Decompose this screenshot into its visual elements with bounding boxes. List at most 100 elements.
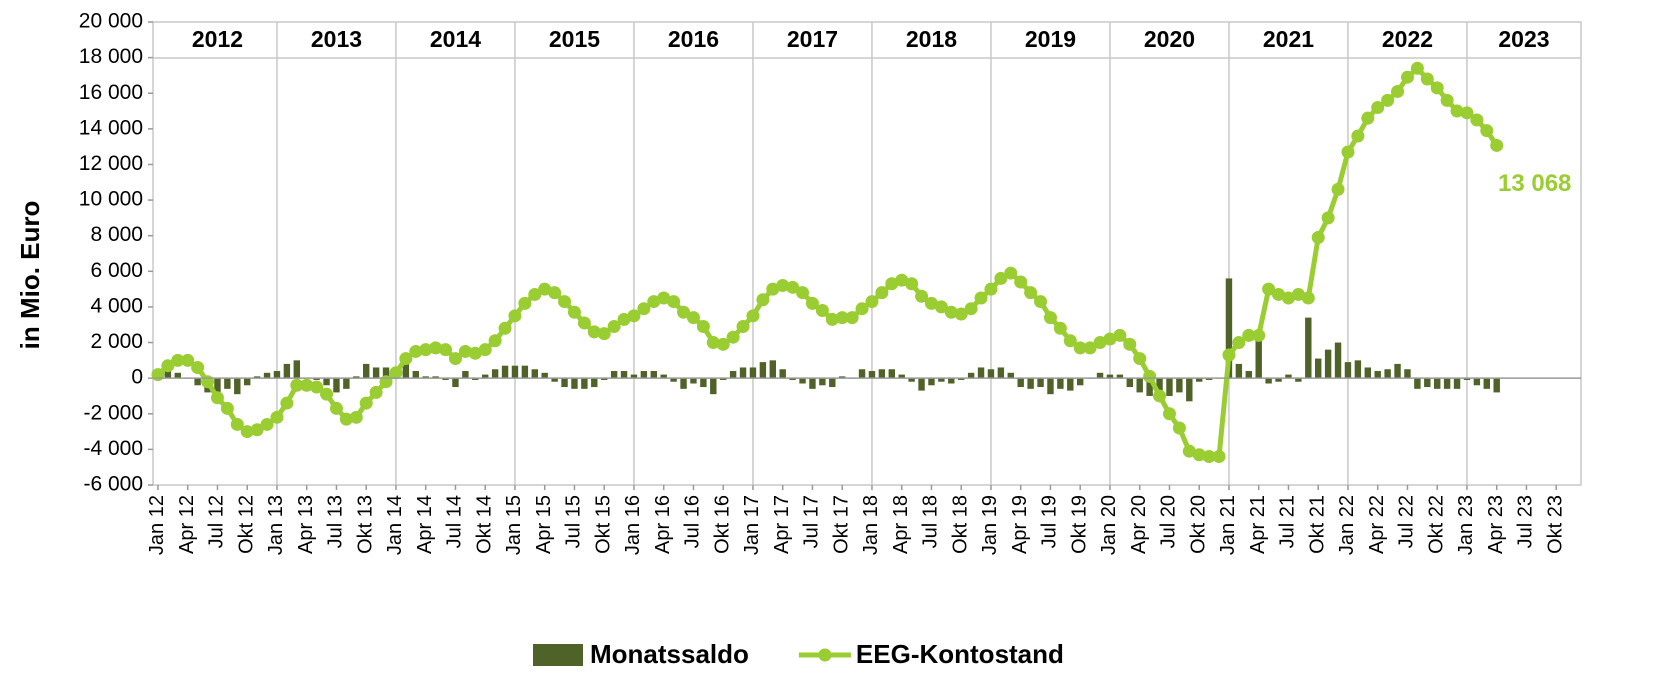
bar [720,378,727,380]
bar [402,363,410,379]
point [290,378,304,392]
x-tick-label: Okt 15 [592,495,614,554]
point [796,286,810,300]
x-tick-label: Okt 23 [1544,495,1566,554]
bar [729,371,737,379]
point [667,295,681,309]
point [845,311,859,325]
bar [1186,378,1193,402]
point [905,277,919,291]
x-tick-label: Jul 22 [1396,495,1418,548]
bar [1255,331,1262,379]
x-tick-label: Jul 18 [920,495,942,548]
x-tick-label: Jan 13 [265,495,287,555]
x-tick-label: Jan 17 [741,495,763,555]
point [756,293,770,307]
point [716,337,730,351]
x-tick-label: Jan 19 [979,495,1001,555]
bar [1077,378,1084,386]
point [825,312,839,326]
bar [1434,378,1441,389]
point [409,344,423,358]
x-tick-label: Okt 16 [711,495,733,554]
y-tick-label: -2 000 [83,401,143,424]
point [766,282,780,296]
bar [809,378,816,389]
line [156,65,1499,460]
bar [779,369,786,379]
point [151,368,165,382]
legend-label: EEG-Kontostand [856,639,1064,669]
point [191,360,205,374]
point [478,343,492,357]
point [280,396,294,410]
bar [1196,378,1203,382]
bar [1037,378,1044,388]
point [974,291,988,305]
bar [214,378,221,395]
legend-marker [818,648,832,662]
bar [1483,378,1490,389]
x-tick-label: Apr 15 [533,495,555,554]
x-tick-label: Apr 17 [771,495,793,554]
point [1391,84,1405,98]
point [548,286,562,300]
bar [799,378,806,384]
y-tick-label: -6 000 [83,473,143,496]
bar [313,378,320,380]
bar [293,360,300,379]
point [637,302,651,316]
point [538,282,552,296]
bar [749,367,757,379]
point [349,410,363,424]
point [498,321,512,335]
point [1450,104,1464,118]
point [448,352,462,366]
point [1053,321,1067,335]
x-tick-label: Apr 19 [1009,495,1031,554]
bar [234,378,241,395]
value-label: 13 068 [1498,170,1571,197]
bar [977,367,985,379]
bar [491,369,499,379]
year-label: 2023 [1498,26,1549,52]
y-tick-label: 0 [131,366,143,389]
bar [1136,378,1143,393]
point [1034,295,1048,309]
bar [1047,378,1054,395]
point [468,346,482,360]
bar [789,378,796,380]
bar [224,378,231,389]
x-tick-label: Apr 22 [1366,495,1388,554]
point [1262,282,1276,296]
bar [571,378,578,389]
point [250,423,264,437]
point [488,334,502,348]
point [1222,348,1236,362]
point [1113,328,1127,342]
bar [1394,363,1401,379]
point [1331,182,1345,196]
bar [382,367,390,379]
y-tick-label: -4 000 [83,437,143,460]
point [567,305,581,319]
x-tick-label: Jan 23 [1455,495,1477,555]
point [577,316,591,330]
x-tick-label: Jul 12 [206,495,228,548]
bar [1344,362,1352,379]
bar [1453,378,1461,389]
bar [363,363,370,379]
bar [1027,378,1034,389]
bar [1275,378,1282,382]
point [786,280,800,294]
bar [442,378,449,380]
bar [263,372,271,379]
point [518,296,532,310]
point [964,302,978,316]
bar [1384,369,1391,379]
bar [1463,378,1471,380]
bar [1205,378,1213,380]
point [1291,287,1305,301]
bar [1364,367,1371,379]
